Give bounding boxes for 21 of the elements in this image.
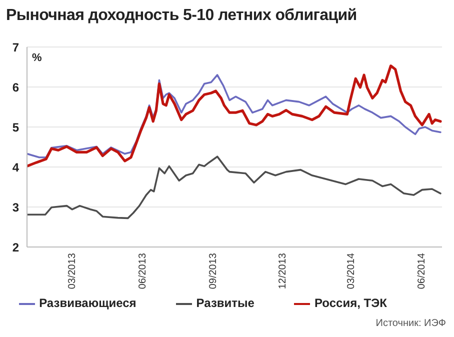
y-tick-label: 4	[12, 160, 20, 174]
chart-title: Рыночная доходность 5-10 летних облигаций	[6, 7, 357, 25]
x-tick-label: 09/2013	[208, 252, 219, 290]
x-tick-label: 06/2014	[416, 252, 428, 290]
line-series	[27, 156, 442, 220]
x-tick-label: 03/2013	[67, 252, 78, 290]
y-axis-title: %	[32, 52, 42, 64]
line-series	[27, 74, 442, 158]
y-tick-label: 7	[12, 40, 20, 54]
y-tick-label: 2	[12, 240, 20, 254]
x-tick-label: 06/2013	[138, 252, 149, 290]
legend-label: Развитые	[196, 296, 254, 310]
x-tick-label: 03/2014	[346, 252, 358, 290]
y-tick-label: 3	[12, 200, 20, 214]
legend-label: Развивающиеся	[39, 296, 136, 310]
legend-label: Россия, ТЭК	[314, 296, 387, 310]
x-tick-label: 12/2013	[277, 252, 288, 290]
y-tick-label: 5	[12, 120, 20, 134]
line-series	[27, 64, 442, 168]
y-tick-label: 6	[12, 80, 20, 94]
text: Источник: ИЭФ	[376, 318, 446, 329]
